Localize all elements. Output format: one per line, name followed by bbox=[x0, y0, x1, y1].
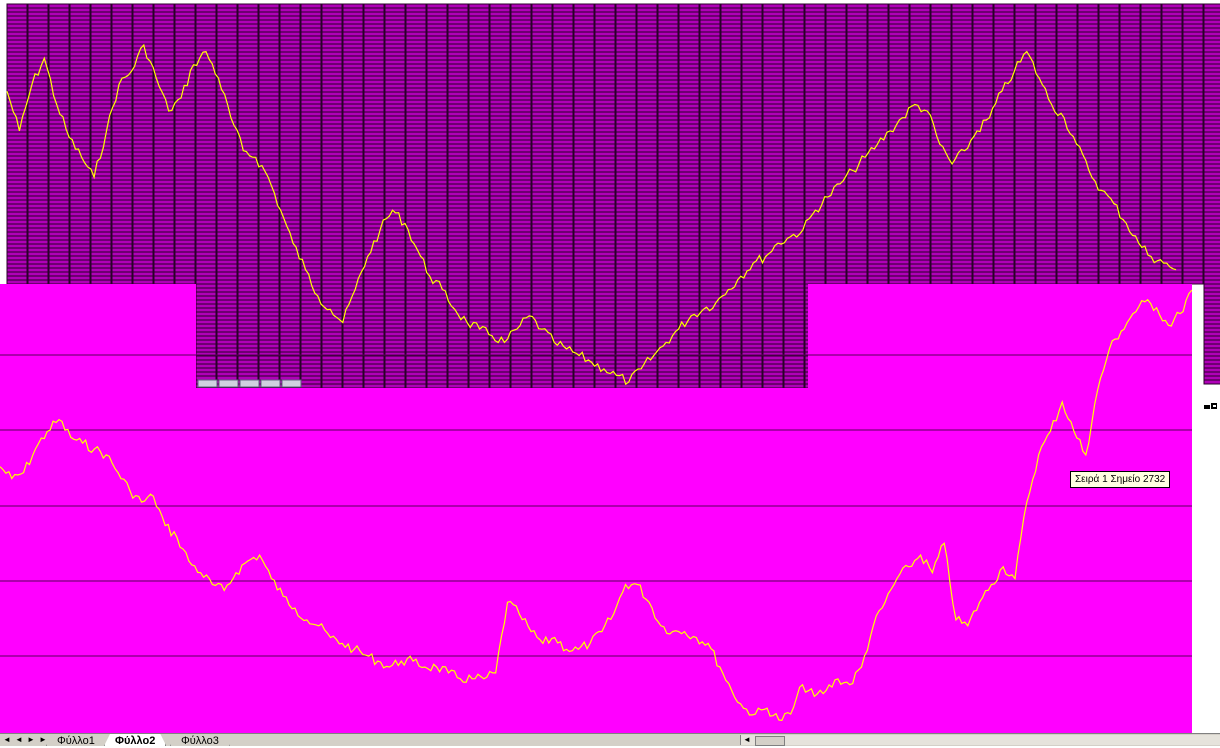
cell-column bbox=[909, 3, 931, 285]
cell-column bbox=[1161, 3, 1183, 285]
cell-column bbox=[615, 3, 637, 389]
cell-column bbox=[27, 3, 49, 285]
next-sheet-button[interactable]: ► bbox=[27, 735, 35, 744]
cell-tab bbox=[260, 379, 281, 388]
cell-column bbox=[279, 3, 301, 389]
plot-background bbox=[0, 284, 1192, 733]
cell-column bbox=[531, 3, 553, 389]
sheet-tab-bar: ◄ ◄ ► ► Φύλλο1 Φύλλο2 Φύλλο3 ◄ bbox=[0, 733, 1220, 746]
series-line-upper bbox=[6, 43, 1177, 386]
cell-column bbox=[594, 3, 616, 389]
cell-column bbox=[1014, 3, 1036, 285]
series-point-tooltip: Σειρά 1 Σημείο 2732 bbox=[1070, 471, 1171, 488]
cell-column bbox=[888, 3, 910, 285]
cell-column bbox=[6, 3, 28, 285]
tab-sheet-3[interactable]: Φύλλο3 bbox=[170, 734, 230, 746]
cell-column bbox=[1035, 3, 1057, 285]
cell-column bbox=[90, 3, 112, 285]
cell-column bbox=[489, 3, 511, 389]
resize-handle-icon[interactable] bbox=[1204, 403, 1218, 410]
cell-column bbox=[573, 3, 595, 389]
cell-column bbox=[195, 3, 217, 389]
cell-column bbox=[1119, 3, 1141, 285]
chart-plot-area[interactable] bbox=[0, 0, 1192, 733]
scroll-left-icon[interactable]: ◄ bbox=[743, 735, 751, 744]
cell-column bbox=[363, 3, 385, 389]
cell-column bbox=[783, 3, 805, 389]
cell-column bbox=[321, 3, 343, 389]
cell-grid bbox=[6, 3, 1220, 389]
cell-column bbox=[1077, 3, 1099, 285]
cell-column bbox=[720, 3, 742, 389]
cell-column bbox=[951, 3, 973, 285]
cell-column bbox=[678, 3, 700, 389]
cell-column bbox=[111, 3, 133, 285]
cell-column bbox=[426, 3, 448, 389]
cell-column bbox=[636, 3, 658, 389]
cell-column bbox=[132, 3, 154, 285]
cell-column bbox=[342, 3, 364, 389]
cell-column bbox=[258, 3, 280, 389]
cell-column bbox=[216, 3, 238, 389]
cell-column bbox=[657, 3, 679, 389]
cell-column bbox=[846, 3, 868, 285]
cell-tab bbox=[239, 379, 260, 388]
series-line-lower bbox=[0, 289, 1192, 721]
cell-column bbox=[384, 3, 406, 389]
cell-tab bbox=[218, 379, 239, 388]
cell-column bbox=[468, 3, 490, 389]
first-sheet-button[interactable]: ◄ bbox=[3, 735, 11, 744]
cell-column bbox=[699, 3, 721, 389]
cell-column bbox=[825, 3, 847, 285]
cell-column bbox=[237, 3, 259, 389]
tab-sheet-1[interactable]: Φύλλο1 bbox=[46, 734, 106, 746]
worksheet-area[interactable]: Σειρά 1 Σημείο 2732 bbox=[0, 0, 1220, 733]
cell-column bbox=[1203, 3, 1220, 385]
cell-column bbox=[741, 3, 763, 389]
cell-tab bbox=[197, 379, 218, 388]
horizontal-scrollbar[interactable]: ◄ bbox=[740, 735, 1220, 746]
cell-column bbox=[552, 3, 574, 389]
cell-tab bbox=[281, 379, 302, 388]
previous-sheet-button[interactable]: ◄ bbox=[15, 735, 23, 744]
last-sheet-button[interactable]: ► bbox=[39, 735, 47, 744]
tab-sheet-2[interactable]: Φύλλο2 bbox=[104, 734, 166, 746]
cell-column bbox=[930, 3, 952, 285]
cell-column bbox=[762, 3, 784, 389]
cell-column bbox=[993, 3, 1015, 285]
cell-column bbox=[447, 3, 469, 389]
cell-column bbox=[510, 3, 532, 389]
cell-column bbox=[405, 3, 427, 389]
cell-column bbox=[1182, 3, 1204, 285]
